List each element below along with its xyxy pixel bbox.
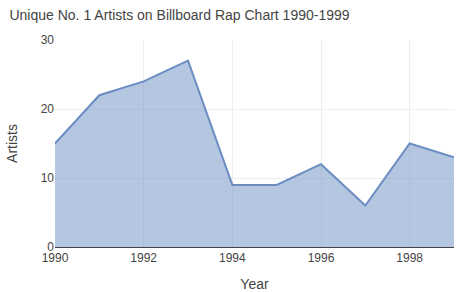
svg-text:Unique No. 1 Artists on Billbo: Unique No. 1 Artists on Billboard Rap Ch… xyxy=(9,7,349,23)
svg-text:20: 20 xyxy=(41,102,55,116)
svg-text:30: 30 xyxy=(41,33,55,47)
svg-text:Artists: Artists xyxy=(4,124,20,163)
svg-text:Year: Year xyxy=(240,276,269,292)
svg-text:1992: 1992 xyxy=(130,251,157,265)
svg-text:1998: 1998 xyxy=(396,251,423,265)
svg-text:0: 0 xyxy=(47,240,54,254)
svg-text:1994: 1994 xyxy=(219,251,246,265)
svg-text:10: 10 xyxy=(41,171,55,185)
svg-text:1996: 1996 xyxy=(308,251,335,265)
svg-text:1990: 1990 xyxy=(42,251,69,265)
